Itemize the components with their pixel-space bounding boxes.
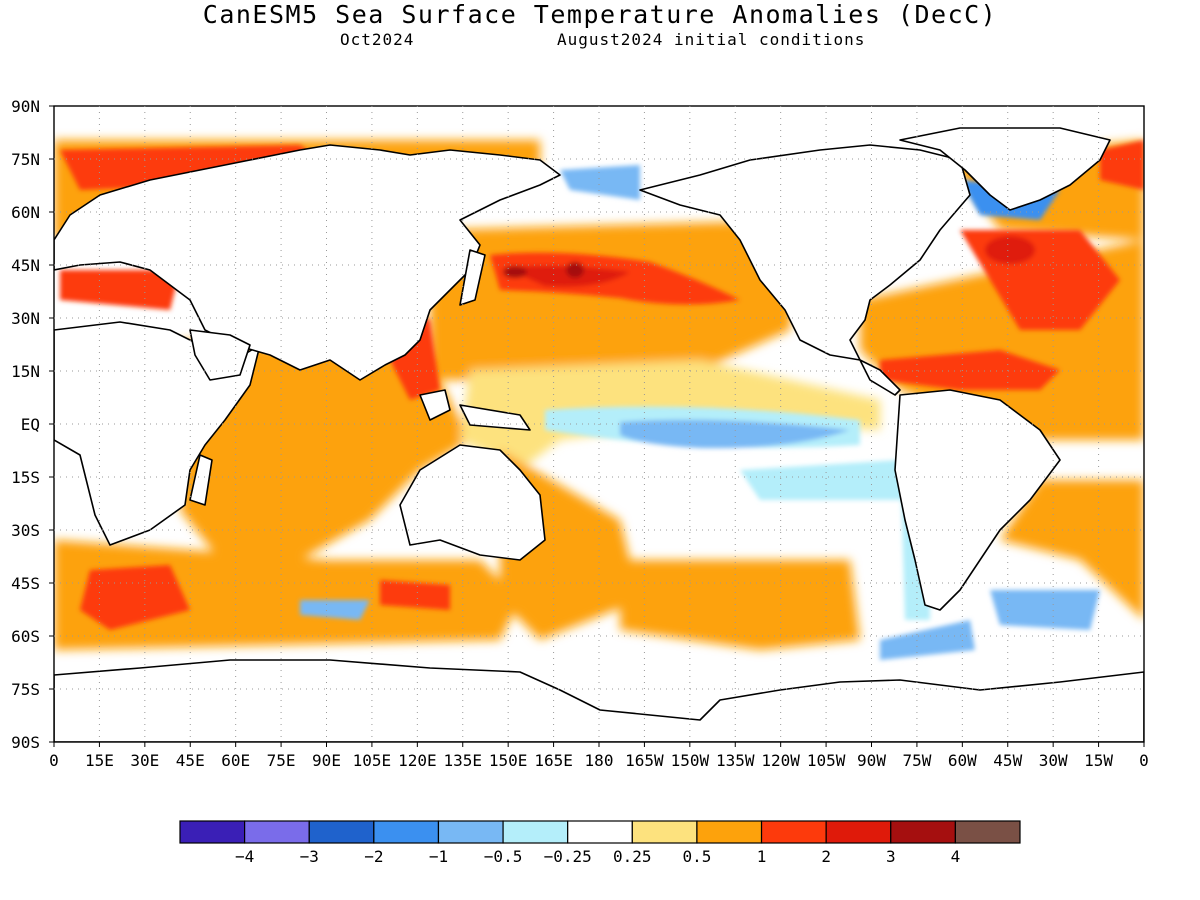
colorbar-swatch xyxy=(825,820,892,844)
lat-tick-label: 75N xyxy=(11,150,40,169)
colorbar-label: 0.25 xyxy=(613,847,652,866)
lon-tick-label: 135W xyxy=(716,751,755,770)
lon-tick-label: 60E xyxy=(221,751,250,770)
graticule xyxy=(49,105,1145,747)
land-outlines xyxy=(54,127,1144,742)
longitude-axis: 0 15E 30E 45E 60E 75E 90E 105E 120E 135E 150E 165E 1… xyxy=(49,751,1149,770)
lon-tick-label: 15E xyxy=(85,751,114,770)
forecast-month: Oct2024 xyxy=(340,30,415,49)
lon-tick-label: 90E xyxy=(312,751,341,770)
colorbar-swatch xyxy=(179,820,246,844)
lon-tick-label: 180 xyxy=(585,751,614,770)
colorbar-swatch xyxy=(502,820,569,844)
lat-tick-label: 30S xyxy=(11,521,40,540)
lon-tick-label: 165W xyxy=(625,751,664,770)
anomaly-field xyxy=(54,106,1144,742)
lat-tick-label: 90N xyxy=(11,97,40,116)
lon-tick-label: 15W xyxy=(1084,751,1113,770)
colorbar-label: −0.5 xyxy=(484,847,523,866)
colorbar: −4 −3 −2 −1 −0.5 −0.25 0.25 0.5 1 2 3 4 xyxy=(179,820,1021,866)
colorbar-label: 4 xyxy=(951,847,961,866)
colorbar-label: −1 xyxy=(429,847,448,866)
colorbar-swatch xyxy=(890,820,956,844)
colorbar-swatch xyxy=(244,820,310,844)
lon-tick-label: 75E xyxy=(267,751,296,770)
lat-tick-label: 45S xyxy=(11,574,40,593)
colorbar-label: −3 xyxy=(300,847,319,866)
colorbar-label: 1 xyxy=(757,847,767,866)
colorbar-label: 2 xyxy=(821,847,831,866)
lat-tick-label: EQ xyxy=(21,415,40,434)
lon-tick-label: 120E xyxy=(398,751,437,770)
lat-tick-label: 90S xyxy=(11,733,40,752)
lon-tick-label: 105E xyxy=(353,751,392,770)
colorbar-swatch xyxy=(373,820,440,844)
lon-tick-label: 45E xyxy=(176,751,205,770)
lon-tick-label: 0 xyxy=(49,751,59,770)
lon-tick-label: 150W xyxy=(671,751,710,770)
colorbar-label: −2 xyxy=(364,847,383,866)
colorbar-swatch xyxy=(437,820,504,844)
lon-tick-label: 105W xyxy=(807,751,846,770)
lon-tick-label: 45W xyxy=(993,751,1022,770)
lon-tick-label: 75W xyxy=(902,751,931,770)
colorbar-swatch xyxy=(760,820,827,844)
colorbar-swatch xyxy=(696,820,763,844)
lat-tick-label: 15S xyxy=(11,468,40,487)
lon-tick-label: 150E xyxy=(489,751,528,770)
lat-tick-label: 60S xyxy=(11,627,40,646)
lon-tick-label: 120W xyxy=(761,751,800,770)
lat-tick-label: 15N xyxy=(11,362,40,381)
colorbar-label: −0.25 xyxy=(544,847,592,866)
lon-tick-label: 60W xyxy=(948,751,977,770)
lat-tick-label: 30N xyxy=(11,309,40,328)
lon-tick-label: 30W xyxy=(1039,751,1068,770)
lon-tick-label: 90W xyxy=(857,751,886,770)
lat-tick-label: 75S xyxy=(11,680,40,699)
map-title: CanESM5 Sea Surface Temperature Anomalie… xyxy=(202,0,998,29)
colorbar-label: 0.5 xyxy=(682,847,711,866)
initial-conditions-label: August2024 initial conditions xyxy=(557,30,866,49)
colorbar-label: 3 xyxy=(886,847,896,866)
colorbar-label: −4 xyxy=(235,847,254,866)
lon-tick-label: 0 xyxy=(1139,751,1149,770)
latitude-axis: 90N 75N 60N 45N 30N 15N EQ 15S 30S 45S 60S 75S 90S xyxy=(11,97,40,752)
lon-tick-label: 135E xyxy=(443,751,482,770)
colorbar-swatch xyxy=(567,820,633,844)
colorbar-swatch xyxy=(308,820,375,844)
lat-tick-label: 60N xyxy=(11,203,40,222)
colorbar-swatch xyxy=(631,820,698,844)
colorbar-swatch xyxy=(954,820,1021,844)
lat-tick-label: 45N xyxy=(11,256,40,275)
lon-tick-label: 30E xyxy=(130,751,159,770)
lon-tick-label: 165E xyxy=(534,751,573,770)
